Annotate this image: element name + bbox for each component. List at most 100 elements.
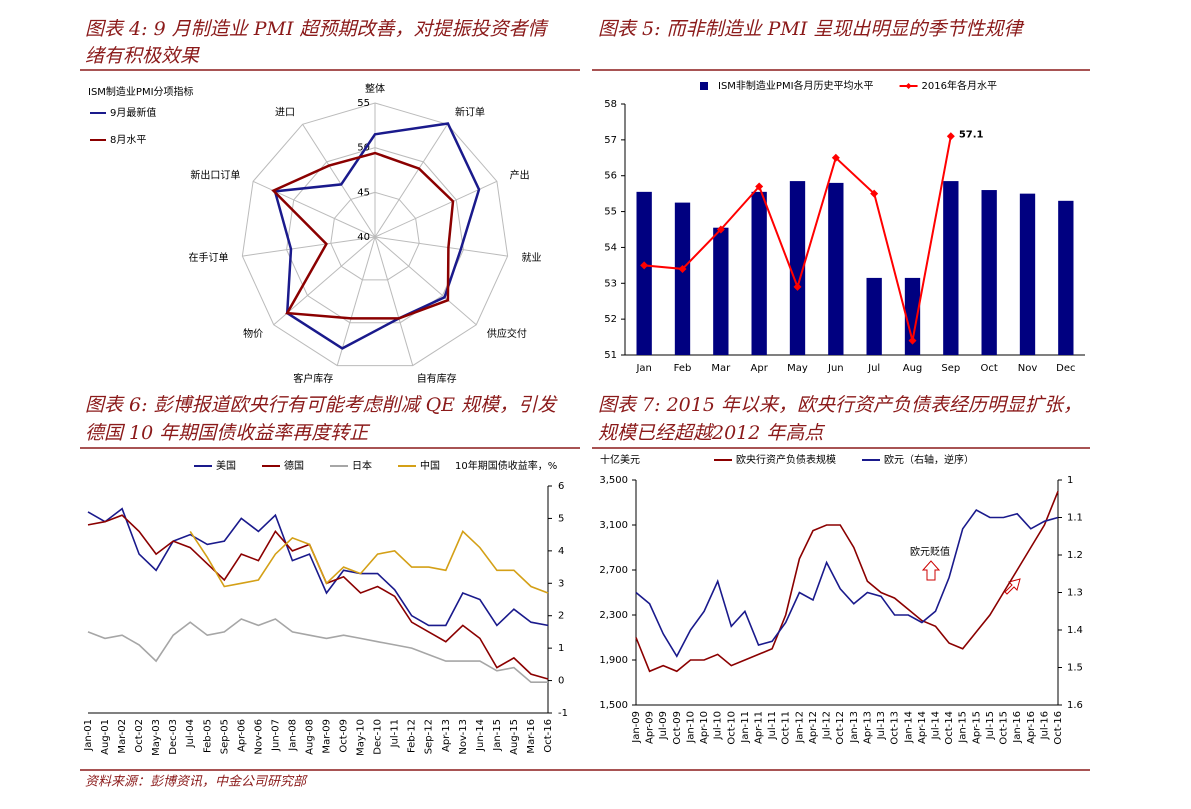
x-tick-label: Jan-14: [903, 711, 914, 744]
arrow-icon: [921, 560, 941, 581]
legend-label: 9月最新值: [110, 106, 156, 119]
x-tick-label: Jan: [635, 363, 651, 374]
y-tick-label: 0: [558, 676, 564, 687]
point: [870, 189, 879, 198]
spoke: [273, 236, 376, 326]
y-tick-label: 58: [604, 99, 617, 110]
x-tick-label: Sep: [941, 363, 960, 374]
bar: [981, 190, 997, 355]
x-tick-label: Nov: [1018, 363, 1038, 374]
r-tick-label: 55: [357, 98, 370, 109]
spoke: [374, 180, 498, 238]
x-tick-label: Mar-02: [117, 719, 128, 754]
x-tick-label: Oct: [981, 363, 998, 374]
x-tick-label: Jan-13: [849, 711, 860, 744]
x-tick-label: Jan-15: [492, 719, 503, 752]
x-tick-label: Mar: [711, 363, 731, 374]
x-tick-label: Jul-15: [985, 711, 996, 740]
x-tick-label: Oct-02: [134, 719, 145, 753]
legend-title: ISM制造业PMI分项指标: [88, 85, 194, 98]
legend-label: 日本: [352, 459, 372, 472]
x-tick-label: Oct-10: [726, 711, 737, 745]
x-tick-label: Oct-15: [999, 711, 1010, 745]
x-tick-label: Jan-10: [685, 711, 696, 744]
x-tick-label: Apr-14: [917, 711, 928, 744]
x-tick-label: Dec-03: [168, 719, 179, 755]
y-tick-label: 55: [604, 207, 617, 218]
chart-title: 绪有积极效果: [85, 45, 200, 67]
bar: [1019, 193, 1036, 355]
x-tick-label: Feb-12: [407, 719, 418, 753]
y-tick-label: 57: [604, 135, 617, 146]
grid-ring: [241, 102, 509, 367]
y-tick-label: 3,100: [599, 520, 628, 531]
x-tick-label: Dec-10: [373, 719, 384, 755]
category-label: 客户库存: [293, 372, 333, 385]
value-label: 57.1: [959, 129, 984, 140]
series-line: [87, 507, 549, 627]
series-line: [635, 491, 1059, 673]
point: [908, 336, 917, 345]
x-tick-label: Jul-13: [876, 711, 887, 740]
legend-marker: [905, 83, 912, 89]
r-tick-label: 50: [357, 143, 370, 154]
chart-title: 图表 7: 2015 年以来，欧央行资产负债表经历明显扩张，: [598, 394, 1082, 416]
grid-ring: [286, 147, 464, 324]
point: [716, 225, 725, 234]
x-tick-label: Jul-11: [390, 719, 401, 748]
series-line: [271, 151, 455, 320]
axis-title: 10年期国债收益率，%: [455, 459, 557, 472]
bar: [674, 202, 691, 355]
bar: [828, 182, 844, 355]
point: [946, 132, 955, 141]
point: [831, 153, 840, 162]
bar: [904, 277, 921, 355]
x-tick-label: Jan-12: [794, 711, 805, 744]
legend-label: ISM非制造业PMI各月历史平均水平: [718, 79, 874, 92]
y-tick-label: 5: [558, 513, 564, 524]
y-tick-label: 4: [558, 546, 564, 557]
legend-label: 德国: [284, 459, 304, 472]
x-tick-label: Jul-10: [713, 711, 724, 740]
y2-tick-label: 1.2: [1067, 550, 1083, 561]
category-label: 在手订单: [189, 251, 229, 264]
x-tick-label: Oct-12: [835, 711, 846, 745]
x-tick-label: Oct-09: [672, 711, 683, 745]
legend-label: 中国: [420, 459, 440, 472]
point: [640, 261, 649, 270]
y-tick-label: 1,900: [599, 655, 628, 666]
arrow-icon: [1004, 578, 1021, 595]
spoke: [374, 236, 477, 326]
x-tick-label: Apr-10: [699, 711, 710, 744]
category-label: 新出口订单: [190, 169, 240, 182]
series-line: [273, 122, 481, 350]
x-tick-label: Jul-11: [767, 711, 778, 740]
axis-title: 十亿美元: [600, 453, 640, 466]
x-tick-label: Jul-14: [930, 711, 941, 740]
x-tick-label: Mar-16: [526, 719, 537, 754]
category-label: 新订单: [455, 105, 485, 118]
x-tick-label: Aug-01: [100, 719, 111, 755]
y-tick-label: 52: [604, 314, 617, 325]
x-tick-label: Oct-13: [890, 711, 901, 745]
legend-label: 欧元（右轴，逆序）: [884, 453, 974, 466]
x-tick-label: Dec: [1056, 363, 1075, 374]
legend-label: 美国: [216, 459, 236, 472]
y2-tick-label: 1.1: [1067, 513, 1083, 524]
chart-title: 图表 4: 9 月制造业 PMI 超预期改善，对提振投资者情: [85, 18, 550, 40]
x-tick-label: Jan-01: [83, 719, 94, 752]
grid-ring: [330, 191, 420, 281]
x-tick-label: May-10: [356, 719, 367, 756]
y-tick-label: -1: [558, 708, 568, 719]
y2-tick-label: 1.4: [1067, 625, 1083, 636]
y-tick-label: 1: [558, 643, 564, 654]
y-tick-label: 2,700: [599, 565, 628, 576]
y-tick-label: 2,300: [599, 610, 628, 621]
bar: [636, 191, 652, 355]
x-tick-label: Jan-09: [631, 711, 642, 744]
x-tick-label: Jan-16: [1012, 711, 1023, 744]
spoke: [374, 236, 414, 366]
y2-tick-label: 1: [1067, 475, 1073, 486]
